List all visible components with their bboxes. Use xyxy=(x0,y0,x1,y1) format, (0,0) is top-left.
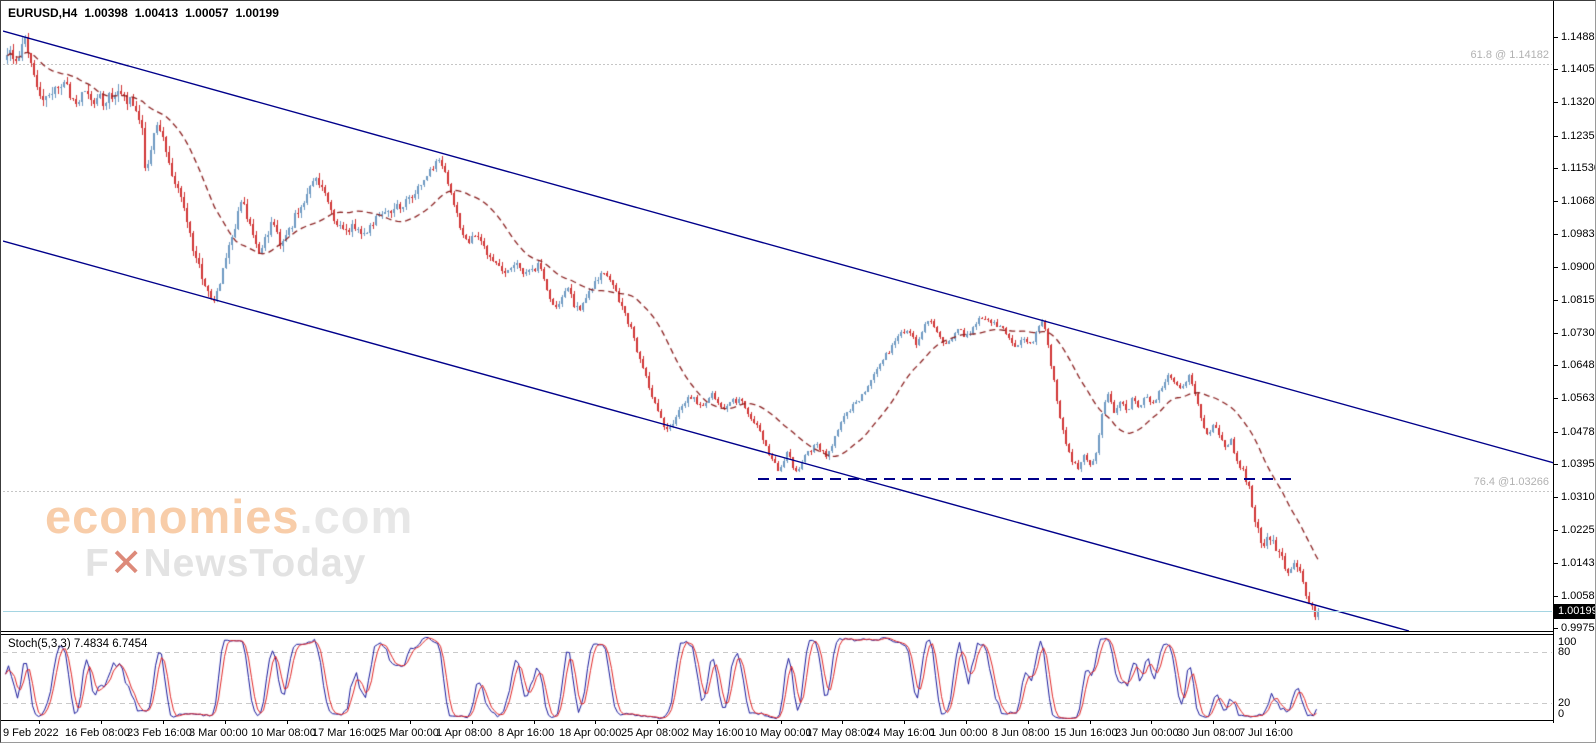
chart-title: EURUSD,H4 1.00398 1.00413 1.00057 1.00199 xyxy=(8,6,279,20)
time-axis-tick xyxy=(410,720,411,724)
price-axis-label: 1.12355 xyxy=(1554,130,1595,143)
time-axis-tick xyxy=(39,720,40,724)
price-axis-label: 1.06480 xyxy=(1554,359,1595,372)
price-axis-label: 1.03955 xyxy=(1554,458,1595,471)
price-axis-label: 1.09830 xyxy=(1554,228,1595,241)
price-axis-label: 1.11530 xyxy=(1554,162,1595,175)
time-axis-tick xyxy=(534,720,535,724)
current-price-tag: 1.00199 xyxy=(1553,603,1595,619)
time-axis-label: 1 Apr 08:00 xyxy=(436,727,493,739)
time-axis-label: 16 Feb 08:00 xyxy=(65,727,130,739)
price-axis[interactable]: 1.14880 1.14055 1.13205 1.12355 1.11530 1.106… xyxy=(1554,1,1595,723)
time-axis-tick xyxy=(1090,720,1091,724)
time-axis-label: 23 Jun 00:00 xyxy=(1115,727,1179,739)
time-axis-label: 25 Mar 00:00 xyxy=(374,727,439,739)
stoch-indicator-label: Stoch(5,3,3) 7.4834 6.7454 xyxy=(8,638,147,650)
stoch-scale-label: 100 xyxy=(1558,636,1577,648)
price-axis-label: 1.08155 xyxy=(1554,294,1595,307)
price-axis-label: 1.14055 xyxy=(1554,63,1595,76)
time-axis-label: 18 Apr 00:00 xyxy=(559,727,622,739)
time-axis-label: 10 May 00:00 xyxy=(745,727,812,739)
support-dashed-line[interactable] xyxy=(758,478,1293,480)
quote-high: 1.00413 xyxy=(134,6,179,20)
time-axis-label: 17 Mar 16:00 xyxy=(312,727,377,739)
symbol-period: EURUSD,H4 xyxy=(8,6,78,20)
current-price-line xyxy=(3,611,1552,612)
stoch-scale-label: 0 xyxy=(1558,708,1565,720)
stoch-pane-bottom-border xyxy=(1,720,1553,721)
time-axis-label: 15 Jun 16:00 xyxy=(1054,727,1118,739)
price-axis-label: 1.10680 xyxy=(1554,195,1595,208)
time-axis-tick xyxy=(1213,720,1214,724)
stoch-scale-label: 20 xyxy=(1558,697,1571,709)
time-axis-tick xyxy=(842,720,843,724)
time-axis-tick xyxy=(1151,720,1152,724)
time-axis-tick xyxy=(781,720,782,724)
time-axis-label: 8 Jun 08:00 xyxy=(992,727,1050,739)
time-axis-tick xyxy=(472,720,473,724)
time-axis-tick xyxy=(287,720,288,724)
time-axis-tick xyxy=(719,720,720,724)
time-axis-tick xyxy=(1275,720,1276,724)
time-axis-label: 7 Jul 16:00 xyxy=(1239,727,1293,739)
time-axis-tick xyxy=(966,720,967,724)
time-axis-label: 3 Mar 00:00 xyxy=(189,727,248,739)
quote-close: 1.00199 xyxy=(235,6,279,20)
time-axis-label: 23 Feb 16:00 xyxy=(127,727,192,739)
candlestick-canvas[interactable] xyxy=(3,1,1553,631)
price-axis-label: 1.05630 xyxy=(1554,392,1595,405)
price-axis-label: 1.02255 xyxy=(1554,524,1595,537)
time-axis-label: 30 Jun 08:00 xyxy=(1177,727,1241,739)
price-axis-label: 1.07305 xyxy=(1554,327,1595,340)
time-axis-label: 25 Apr 08:00 xyxy=(621,727,684,739)
time-axis-label: 1 Jun 00:00 xyxy=(930,727,988,739)
price-axis-label: 1.01430 xyxy=(1554,557,1595,570)
time-axis-tick xyxy=(904,720,905,724)
price-axis-label: 1.09005 xyxy=(1554,261,1595,274)
time-axis-tick xyxy=(163,720,164,724)
price-axis-label: 1.03105 xyxy=(1554,491,1595,504)
time-axis-label: 8 Apr 16:00 xyxy=(498,727,555,739)
quote-low: 1.00057 xyxy=(185,6,229,20)
time-axis-label: 2 May 16:00 xyxy=(683,727,744,739)
time-axis-tick xyxy=(1028,720,1029,724)
time-axis-tick xyxy=(595,720,596,724)
time-axis-label: 17 May 08:00 xyxy=(806,727,873,739)
time-axis-label: 24 May 16:00 xyxy=(868,727,935,739)
main-pane-bottom-border xyxy=(1,631,1553,632)
price-axis-label: 0.99755 xyxy=(1554,622,1595,635)
stoch-name: Stoch(5,3,3) xyxy=(8,638,71,650)
quote-open: 1.00398 xyxy=(84,6,128,20)
time-axis-tick xyxy=(348,720,349,724)
time-axis-tick xyxy=(225,720,226,724)
stoch-d-value: 6.7454 xyxy=(112,638,148,650)
time-axis-tick xyxy=(657,720,658,724)
price-axis-label: 1.13205 xyxy=(1554,96,1595,109)
time-axis[interactable]: 9 Feb 2022 16 Feb 08:00 23 Feb 16:00 3 Mar … xyxy=(1,724,1553,742)
stoch-pane-top-border xyxy=(1,634,1553,635)
time-axis-label: 10 Mar 08:00 xyxy=(251,727,316,739)
time-axis-label: 9 Feb 2022 xyxy=(3,727,59,739)
stochastic-canvas[interactable] xyxy=(3,635,1552,720)
price-axis-label: 1.14880 xyxy=(1554,31,1595,44)
stoch-k-value: 7.4834 xyxy=(73,638,110,650)
time-axis-tick xyxy=(101,720,102,724)
price-axis-label: 1.04780 xyxy=(1554,426,1595,439)
stoch-scale-label: 80 xyxy=(1558,646,1571,658)
